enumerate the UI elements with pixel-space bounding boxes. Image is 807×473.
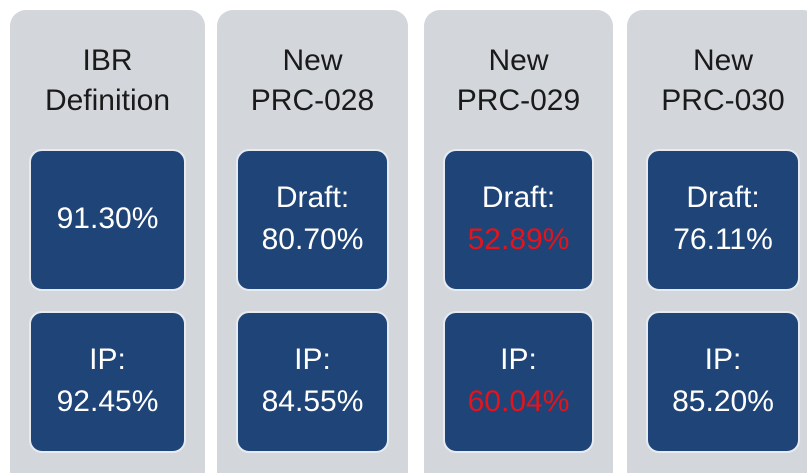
metric-label: Draft: [686,181,759,214]
metric-value: 84.55% [262,385,364,418]
metric-value: 85.20% [672,385,774,418]
metric-box [443,149,594,291]
metric-label: Draft: [276,181,349,214]
column-title: PRC-028 [251,84,374,117]
metric-value: 52.89% [468,223,570,256]
metric-value: 60.04% [468,385,570,418]
metric-value: 80.70% [262,223,364,256]
column-title: New [693,44,753,77]
metric-box [29,149,186,291]
column-title: New [488,44,548,77]
metric-box [29,311,186,453]
metric-label: IP: [294,343,331,376]
column-title: PRC-029 [457,84,580,117]
metric-value: 91.30% [57,202,159,235]
metric-label: IP: [705,343,742,376]
metric-box [236,149,389,291]
metric-label: IP: [500,343,537,376]
column-title: IBR [82,44,132,77]
metric-box [236,311,389,453]
metric-value: 76.11% [673,223,773,256]
metric-box [646,311,800,453]
metric-label: IP: [89,343,126,376]
metric-box [646,149,800,291]
metric-box [443,311,594,453]
column-title: PRC-030 [661,84,784,117]
column-title: Definition [45,84,170,117]
column-title: New [282,44,342,77]
metric-label: Draft: [482,181,555,214]
metric-value: 92.45% [57,385,159,418]
